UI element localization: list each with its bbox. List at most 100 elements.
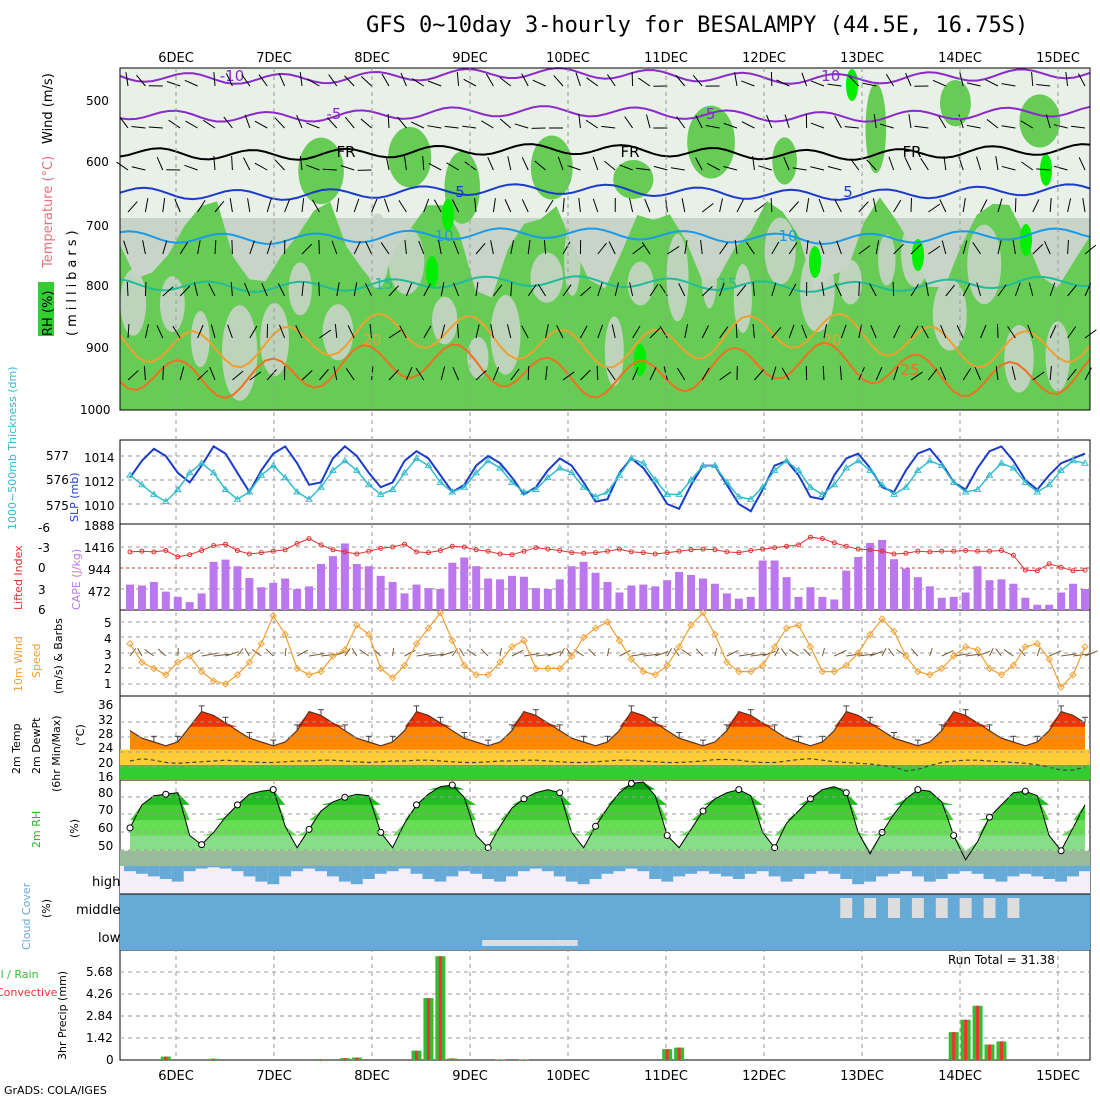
wind-barb xyxy=(333,366,338,381)
wind10-marker xyxy=(329,652,337,660)
lifted-index-marker xyxy=(533,545,539,551)
rh-moist-cell xyxy=(444,151,481,224)
rh-axis-label: RH (%) xyxy=(41,291,56,336)
wind-barb xyxy=(557,156,564,171)
wind10-barb xyxy=(631,653,647,657)
wind-barb xyxy=(956,325,964,339)
wind-barb xyxy=(597,324,603,339)
wind-barb xyxy=(781,367,790,381)
wind-barb xyxy=(678,283,686,297)
cloud-high-bar xyxy=(971,866,984,874)
wind10-barb xyxy=(480,648,489,657)
thickness-marker xyxy=(520,488,528,495)
precip-conv-bar xyxy=(450,1058,454,1060)
lifted-index-marker xyxy=(700,546,706,552)
wind-barb xyxy=(266,240,272,255)
thickness-marker xyxy=(1081,459,1089,466)
lifted-index-marker xyxy=(1058,564,1064,570)
wind10-barb xyxy=(344,648,351,657)
wind-barb xyxy=(632,366,639,381)
rh2m-marker xyxy=(986,813,993,821)
wind10-barb xyxy=(1072,653,1089,657)
wind-barb xyxy=(543,240,547,255)
wind10-barb xyxy=(392,647,395,657)
wind-barb xyxy=(592,198,599,213)
wind-barb xyxy=(319,329,332,339)
wind10-axis-label-1: 10m Wind xyxy=(12,636,25,692)
wind10-barb xyxy=(244,648,250,657)
lifted-index-marker xyxy=(819,536,825,542)
cape-bar xyxy=(185,602,194,610)
thickness-marker xyxy=(484,456,493,464)
wind-barb xyxy=(415,368,425,381)
wind10-marker xyxy=(866,630,874,639)
wind-tick-4: 4 xyxy=(104,632,112,646)
day-label-top: 12DEC xyxy=(742,51,786,66)
wind-barb xyxy=(940,324,947,339)
wind-barb xyxy=(997,240,1002,255)
wind-barb xyxy=(719,242,729,255)
wind-barb xyxy=(327,117,338,129)
wind10-barb xyxy=(404,649,416,657)
thickness-marker xyxy=(400,468,409,476)
wind-barb xyxy=(266,369,277,381)
millibars-axis-label: (millibars) xyxy=(65,226,80,336)
wind-barb xyxy=(306,122,320,129)
wind-barb xyxy=(296,114,303,129)
wind-barb xyxy=(197,324,204,339)
wind-barb xyxy=(127,323,130,339)
wind-barb xyxy=(905,72,912,87)
wind-barb xyxy=(179,285,191,297)
wind-barb xyxy=(695,115,703,129)
wind-barb xyxy=(985,79,999,87)
cloud-high-bar xyxy=(625,866,638,869)
wind-barb xyxy=(1045,114,1051,129)
rh-tick-50: 50 xyxy=(98,839,113,853)
rh-moist-cell xyxy=(298,137,344,205)
wind-barb xyxy=(490,240,494,255)
wind-barb xyxy=(771,282,777,297)
rh-moist-cell xyxy=(772,137,797,185)
wind-barb xyxy=(328,74,338,87)
precip-conv-bar xyxy=(677,1047,681,1060)
cape-bar xyxy=(854,557,863,610)
rh2m-marker xyxy=(448,781,456,789)
cloud-high-bar xyxy=(195,866,208,869)
lifted-index-marker xyxy=(414,549,419,555)
lifted-index-marker xyxy=(963,548,969,553)
wind-barb xyxy=(403,156,407,171)
cape-bar xyxy=(1057,592,1066,610)
day-label-bottom: 7DEC xyxy=(256,1069,292,1084)
wind10-barb xyxy=(643,653,659,657)
thickness-marker xyxy=(902,483,910,490)
wind-barb xyxy=(493,284,503,297)
cape-bar xyxy=(651,586,660,610)
cloud-high-bar xyxy=(291,866,304,872)
wind-barb xyxy=(462,125,477,129)
wind-barb xyxy=(422,156,425,171)
wind10-marker xyxy=(1045,655,1053,663)
wind-barb xyxy=(423,325,432,339)
wind-barb xyxy=(156,325,164,339)
wind-barb xyxy=(340,165,355,171)
wind-barb xyxy=(334,324,338,339)
wind-barb xyxy=(810,166,825,171)
wind10-barb xyxy=(523,653,540,657)
wind-barb xyxy=(866,159,877,171)
cloud-high-bar xyxy=(828,866,841,874)
cape-bar xyxy=(770,560,779,610)
cloud-row-high: high xyxy=(92,875,120,890)
cloud-high-bar xyxy=(470,866,483,874)
lifted-index-marker xyxy=(987,548,992,554)
cloud-high-bar xyxy=(673,866,686,877)
wind10-marker xyxy=(711,630,719,639)
cloud-high-bar xyxy=(888,866,900,874)
thickness-marker xyxy=(281,473,290,481)
wind-barb xyxy=(746,242,755,255)
wind10-barb xyxy=(157,648,167,657)
rh2m-marker xyxy=(269,786,277,794)
level-500: 500 xyxy=(86,94,109,108)
thickness-marker xyxy=(149,490,158,497)
wind-barb xyxy=(514,123,529,129)
wind-barb xyxy=(976,156,982,171)
